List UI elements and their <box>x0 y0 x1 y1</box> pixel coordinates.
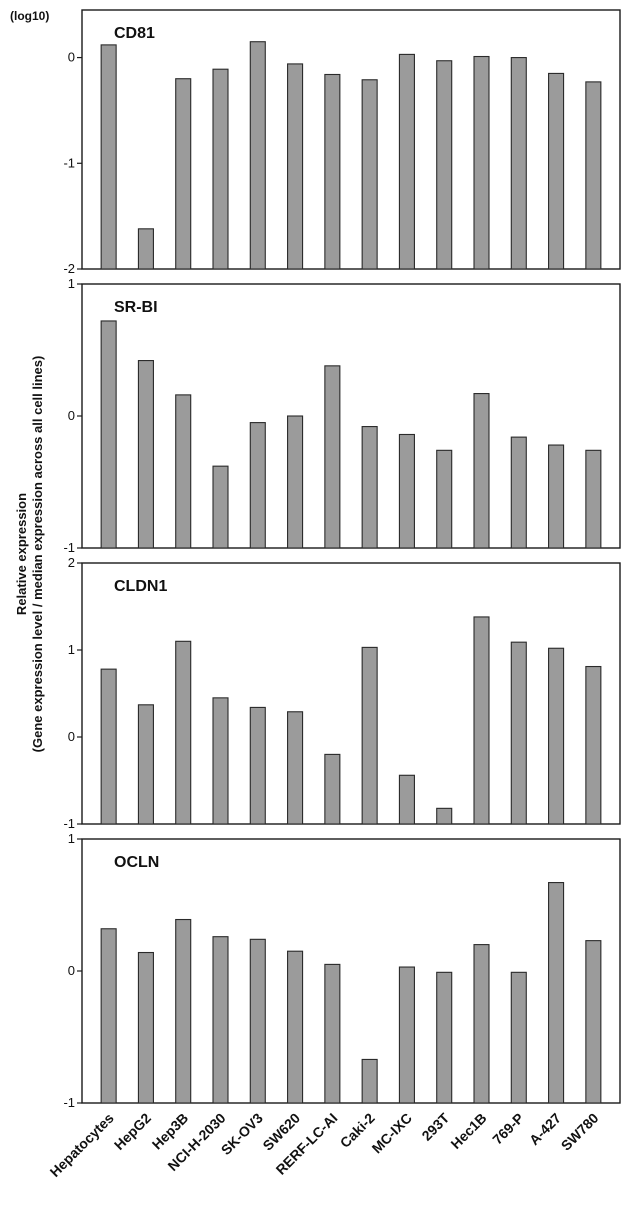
bar-cd81-12 <box>548 72 565 270</box>
x-tick-label: 293T <box>418 1109 452 1143</box>
bar-ocln-7 <box>361 1058 378 1104</box>
x-axis-category-labels: HepatocytesHepG2Hep3BNCI-H-2030SK-OV3SW6… <box>47 1109 602 1180</box>
y-tick-label: -1 <box>63 155 75 170</box>
panel-frame <box>81 562 621 825</box>
bar-sr-bi-4 <box>249 422 266 549</box>
x-tick-label: SK-OV3 <box>218 1110 266 1158</box>
bar-sr-bi-13 <box>585 449 602 549</box>
bar-cd81-2 <box>175 78 192 270</box>
bar-cldn1-3 <box>212 697 229 825</box>
y-tick-label: 0 <box>68 729 75 744</box>
bar-ocln-4 <box>249 938 266 1104</box>
bar-cd81-4 <box>249 41 266 270</box>
bar-cldn1-7 <box>361 646 378 825</box>
bar-cd81-1 <box>137 228 154 270</box>
bar-ocln-6 <box>324 963 341 1104</box>
x-tick-label: SW780 <box>558 1110 602 1154</box>
bar-ocln-3 <box>212 936 229 1104</box>
bar-sr-bi-7 <box>361 426 378 549</box>
bar-cldn1-13 <box>585 665 602 825</box>
bar-sr-bi-0 <box>100 320 117 549</box>
bar-cd81-3 <box>212 68 229 270</box>
bar-sr-bi-11 <box>510 436 527 549</box>
panel-ocln: 1 0 -1 OCLN <box>63 831 621 1110</box>
bar-sr-bi-1 <box>137 360 154 549</box>
bar-ocln-12 <box>548 882 565 1104</box>
bar-cldn1-6 <box>324 753 341 825</box>
bar-cd81-6 <box>324 73 341 270</box>
bar-cldn1-1 <box>137 704 154 825</box>
bar-cldn1-10 <box>473 616 490 825</box>
bar-ocln-1 <box>137 951 154 1104</box>
x-tick-label: Hec1B <box>447 1110 489 1152</box>
y-tick-label: -1 <box>63 816 75 831</box>
bar-cldn1-4 <box>249 706 266 825</box>
bar-sr-bi-10 <box>473 393 490 549</box>
bar-cd81-8 <box>398 53 415 270</box>
bar-sr-bi-12 <box>548 444 565 549</box>
panel-sr-bi: 1 0 -1 SR-BI <box>63 276 621 555</box>
bar-cldn1-2 <box>175 640 192 825</box>
y-tick-label: 2 <box>68 555 75 570</box>
panel-frame <box>81 838 621 1104</box>
y-tick-label: 1 <box>68 642 75 657</box>
bar-cldn1-11 <box>510 641 527 825</box>
bar-cldn1-0 <box>100 668 117 825</box>
y-tick-label: 0 <box>68 408 75 423</box>
bar-cldn1-5 <box>287 711 304 825</box>
y-tick-label: -1 <box>63 540 75 555</box>
y-tick-label: 0 <box>68 50 75 65</box>
panel-cldn1: 2 1 0 -1 CLDN1 <box>63 555 621 831</box>
bar-sr-bi-8 <box>398 433 415 549</box>
bar-ocln-2 <box>175 918 192 1104</box>
bar-sr-bi-9 <box>436 449 453 549</box>
bar-cd81-7 <box>361 79 378 270</box>
y-tick-label: 1 <box>68 831 75 846</box>
panel-title: OCLN <box>114 854 159 871</box>
panel-title: SR-BI <box>114 299 158 316</box>
bar-ocln-0 <box>100 928 117 1104</box>
panel-title: CLDN1 <box>114 578 167 595</box>
bar-cldn1-8 <box>398 774 415 825</box>
panel-frame <box>81 9 621 270</box>
panel-frame <box>81 283 621 549</box>
bar-ocln-13 <box>585 940 602 1104</box>
y-tick-label: 0 <box>68 963 75 978</box>
bar-cldn1-12 <box>548 647 565 825</box>
chart-panels: 0 -1 -2 CD81 1 0 -1 SR-BI 2 1 0 -1 CLDN1 1 0 -1 OCLN <box>63 9 621 1110</box>
bar-cd81-11 <box>510 57 527 270</box>
bar-ocln-10 <box>473 944 490 1104</box>
bar-sr-bi-2 <box>175 394 192 549</box>
bar-cd81-10 <box>473 55 490 270</box>
x-tick-label: MC-IXC <box>369 1110 416 1157</box>
bar-sr-bi-6 <box>324 365 341 549</box>
bar-cd81-5 <box>287 63 304 270</box>
x-tick-label: 769-P <box>489 1110 527 1148</box>
bar-sr-bi-3 <box>212 465 229 549</box>
panel-cd81: 0 -1 -2 CD81 <box>63 9 621 276</box>
unit-label: (log10) <box>10 9 49 23</box>
x-tick-label: HepG2 <box>111 1110 154 1153</box>
bar-sr-bi-5 <box>287 415 304 549</box>
y-tick-label: -2 <box>63 261 75 276</box>
y-tick-label: 1 <box>68 276 75 291</box>
y-axis-label-line2: (Gene expression level / median expressi… <box>30 356 45 753</box>
bar-ocln-5 <box>287 950 304 1104</box>
bar-ocln-9 <box>436 971 453 1104</box>
y-tick-label: -1 <box>63 1095 75 1110</box>
y-axis-label-line1: Relative expression <box>14 493 29 615</box>
bar-ocln-11 <box>510 971 527 1104</box>
bar-cldn1-9 <box>436 807 453 825</box>
bar-ocln-8 <box>398 966 415 1104</box>
bar-cd81-0 <box>100 44 117 270</box>
panel-title: CD81 <box>114 25 155 42</box>
bar-cd81-9 <box>436 60 453 270</box>
x-tick-label: Hepatocytes <box>47 1110 117 1180</box>
bar-cd81-13 <box>585 81 602 270</box>
